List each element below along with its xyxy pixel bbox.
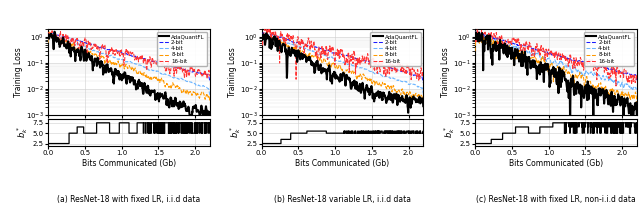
- Y-axis label: Training Loss: Training Loss: [228, 47, 237, 97]
- Text: (a) ResNet-18 with fixed LR, i.i.d data: (a) ResNet-18 with fixed LR, i.i.d data: [57, 195, 200, 204]
- Y-axis label: $b^*_k$: $b^*_k$: [15, 126, 30, 138]
- X-axis label: Bits Communicated (Gb): Bits Communicated (Gb): [509, 158, 603, 168]
- X-axis label: Bits Communicated (Gb): Bits Communicated (Gb): [82, 158, 176, 168]
- Legend: AdaQuantFL, 2-bit, 4-bit, 8-bit, 16-bit: AdaQuantFL, 2-bit, 4-bit, 8-bit, 16-bit: [371, 32, 420, 66]
- Legend: AdaQuantFL, 2-bit, 4-bit, 8-bit, 16-bit: AdaQuantFL, 2-bit, 4-bit, 8-bit, 16-bit: [584, 32, 634, 66]
- Y-axis label: $b^*_k$: $b^*_k$: [442, 126, 457, 138]
- Text: (c) ResNet-18 with fixed LR, non-i.i.d data: (c) ResNet-18 with fixed LR, non-i.i.d d…: [476, 195, 636, 204]
- Text: (b) ResNet-18 variable LR, i.i.d data: (b) ResNet-18 variable LR, i.i.d data: [274, 195, 411, 204]
- Y-axis label: $b^*_k$: $b^*_k$: [228, 126, 243, 138]
- Y-axis label: Training Loss: Training Loss: [14, 47, 23, 97]
- Legend: AdaQuantFL, 2-bit, 4-bit, 8-bit, 16-bit: AdaQuantFL, 2-bit, 4-bit, 8-bit, 16-bit: [157, 32, 207, 66]
- Y-axis label: Training Loss: Training Loss: [442, 47, 451, 97]
- X-axis label: Bits Communicated (Gb): Bits Communicated (Gb): [295, 158, 390, 168]
